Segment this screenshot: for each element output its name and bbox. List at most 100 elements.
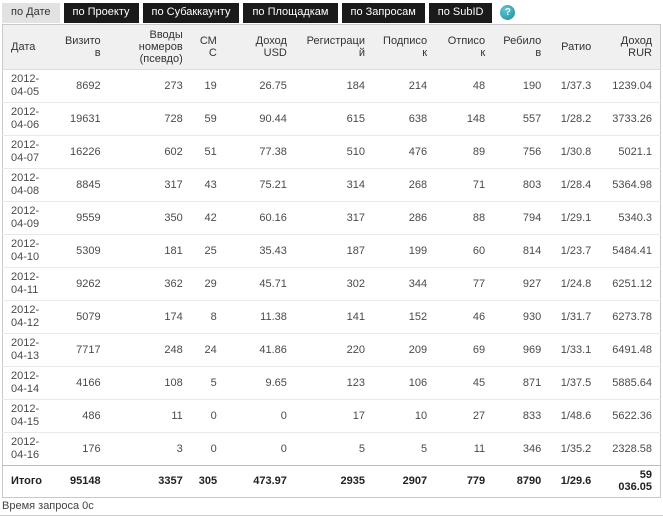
cell-value: 141 [294, 300, 373, 334]
cell-value: 5622.36 [599, 399, 661, 433]
cell-value: 26.75 [224, 69, 295, 103]
tab-by-queries[interactable]: по Запросам [341, 2, 425, 23]
column-header-subscriptions: Подписок [373, 24, 436, 70]
cell-value: 871 [493, 366, 550, 400]
cell-value: 220 [294, 333, 373, 367]
cell-value: 24 [190, 333, 225, 367]
column-header-rebills: Ребилов [493, 24, 550, 70]
totals-label: Итого [2, 465, 53, 498]
cell-value: 7717 [52, 333, 109, 367]
totals-rebills: 8790 [493, 465, 550, 498]
cell-value: 302 [294, 267, 373, 301]
cell-value: 181 [108, 234, 191, 268]
cell-date: 2012-04-05 [2, 69, 53, 103]
cell-value: 833 [493, 399, 550, 433]
cell-value: 5 [294, 432, 373, 466]
cell-date: 2012-04-13 [2, 333, 53, 367]
cell-value: 638 [373, 102, 436, 136]
cell-value: 152 [373, 300, 436, 334]
cell-date: 2012-04-07 [2, 135, 53, 169]
cell-value: 476 [373, 135, 436, 169]
cell-value: 148 [435, 102, 494, 136]
cell-value: 42 [190, 201, 225, 235]
cell-value: 6251.12 [599, 267, 661, 301]
cell-value: 45 [435, 366, 494, 400]
cell-value: 51 [190, 135, 225, 169]
table-row: 2012-04-11 9262 362 29 45.71 302 344 77 927 1/24.… [2, 267, 661, 301]
cell-value: 6491.48 [599, 333, 661, 367]
help-icon[interactable]: ? [500, 5, 516, 20]
cell-value: 10 [373, 399, 436, 433]
cell-value: 1/31.7 [549, 300, 600, 334]
cell-value: 1/24.8 [549, 267, 600, 301]
tab-by-project[interactable]: по Проекту [63, 2, 139, 23]
cell-value: 794 [493, 201, 550, 235]
cell-value: 11 [435, 432, 494, 466]
totals-sms: 305 [190, 465, 225, 498]
cell-value: 29 [190, 267, 225, 301]
cell-value: 1/23.7 [549, 234, 600, 268]
cell-value: 1/29.1 [549, 201, 600, 235]
cell-value: 4166 [52, 366, 109, 400]
cell-value: 5364.98 [599, 168, 661, 202]
cell-value: 486 [52, 399, 109, 433]
cell-value: 317 [108, 168, 191, 202]
cell-value: 8 [190, 300, 225, 334]
tab-bar: по Дате по Проекту по Субаккаунту по Пло… [0, 0, 663, 24]
cell-value: 362 [108, 267, 191, 301]
cell-value: 69 [435, 333, 494, 367]
cell-value: 176 [52, 432, 109, 466]
cell-value: 199 [373, 234, 436, 268]
table-row: 2012-04-09 9559 350 42 60.16 317 286 88 794 1/29.… [2, 201, 661, 235]
tab-by-platforms[interactable]: по Площадкам [243, 2, 338, 23]
cell-value: 5340.3 [599, 201, 661, 235]
tab-by-subaccount[interactable]: по Субаккаунту [142, 2, 240, 23]
cell-value: 5 [190, 366, 225, 400]
stats-table: Дата Визитов Вводы номеров (псевдо) СМС … [2, 24, 661, 498]
table-row: 2012-04-15 486 11 0 0 17 10 27 833 1/48.6 5622.36 [2, 399, 661, 433]
cell-value: 814 [493, 234, 550, 268]
cell-value: 59 [190, 102, 225, 136]
table-row: 2012-04-06 19631 728 59 90.44 615 638 148 557 1/2… [2, 102, 661, 136]
header-row: Дата Визитов Вводы номеров (псевдо) СМС … [2, 24, 661, 70]
table-row: 2012-04-13 7717 248 24 41.86 220 209 69 969 1/33.… [2, 333, 661, 367]
cell-date: 2012-04-14 [2, 366, 53, 400]
cell-value: 190 [493, 69, 550, 103]
cell-value: 5885.64 [599, 366, 661, 400]
cell-date: 2012-04-12 [2, 300, 53, 334]
column-header-date: Дата [2, 24, 53, 70]
cell-value: 8845 [52, 168, 109, 202]
cell-value: 728 [108, 102, 191, 136]
cell-value: 214 [373, 69, 436, 103]
table-row: 2012-04-16 176 3 0 0 5 5 11 346 1/35.2 2328.58 [2, 432, 661, 466]
cell-value: 17 [294, 399, 373, 433]
cell-value: 344 [373, 267, 436, 301]
cell-value: 45.71 [224, 267, 295, 301]
cell-value: 209 [373, 333, 436, 367]
cell-value: 350 [108, 201, 191, 235]
cell-value: 1/30.8 [549, 135, 600, 169]
cell-value: 557 [493, 102, 550, 136]
cell-value: 5 [373, 432, 436, 466]
cell-value: 1/48.6 [549, 399, 600, 433]
cell-value: 174 [108, 300, 191, 334]
totals-income-rur: 59 036.05 [599, 465, 661, 498]
totals-row: Итого 95148 3357 305 473.97 2935 2907 77… [2, 465, 661, 498]
cell-value: 1/28.2 [549, 102, 600, 136]
table-row: 2012-04-12 5079 174 8 11.38 141 152 46 930 1/31.7… [2, 300, 661, 334]
stats-table-body: 2012-04-05 8692 273 19 26.75 184 214 48 190 1/37.… [2, 69, 661, 466]
cell-value: 60 [435, 234, 494, 268]
cell-value: 19 [190, 69, 225, 103]
cell-value: 43 [190, 168, 225, 202]
column-header-income-usd: Доход USD [224, 24, 295, 70]
cell-value: 77.38 [224, 135, 295, 169]
column-header-registrations: Регистраций [294, 24, 373, 70]
cell-value: 11.38 [224, 300, 295, 334]
tab-by-date[interactable]: по Дате [2, 2, 60, 23]
cell-value: 273 [108, 69, 191, 103]
column-header-sms: СМС [190, 24, 225, 70]
totals-ratio: 1/29.6 [549, 465, 600, 498]
tab-by-subid[interactable]: по SubID [428, 2, 493, 23]
cell-value: 930 [493, 300, 550, 334]
cell-value: 248 [108, 333, 191, 367]
